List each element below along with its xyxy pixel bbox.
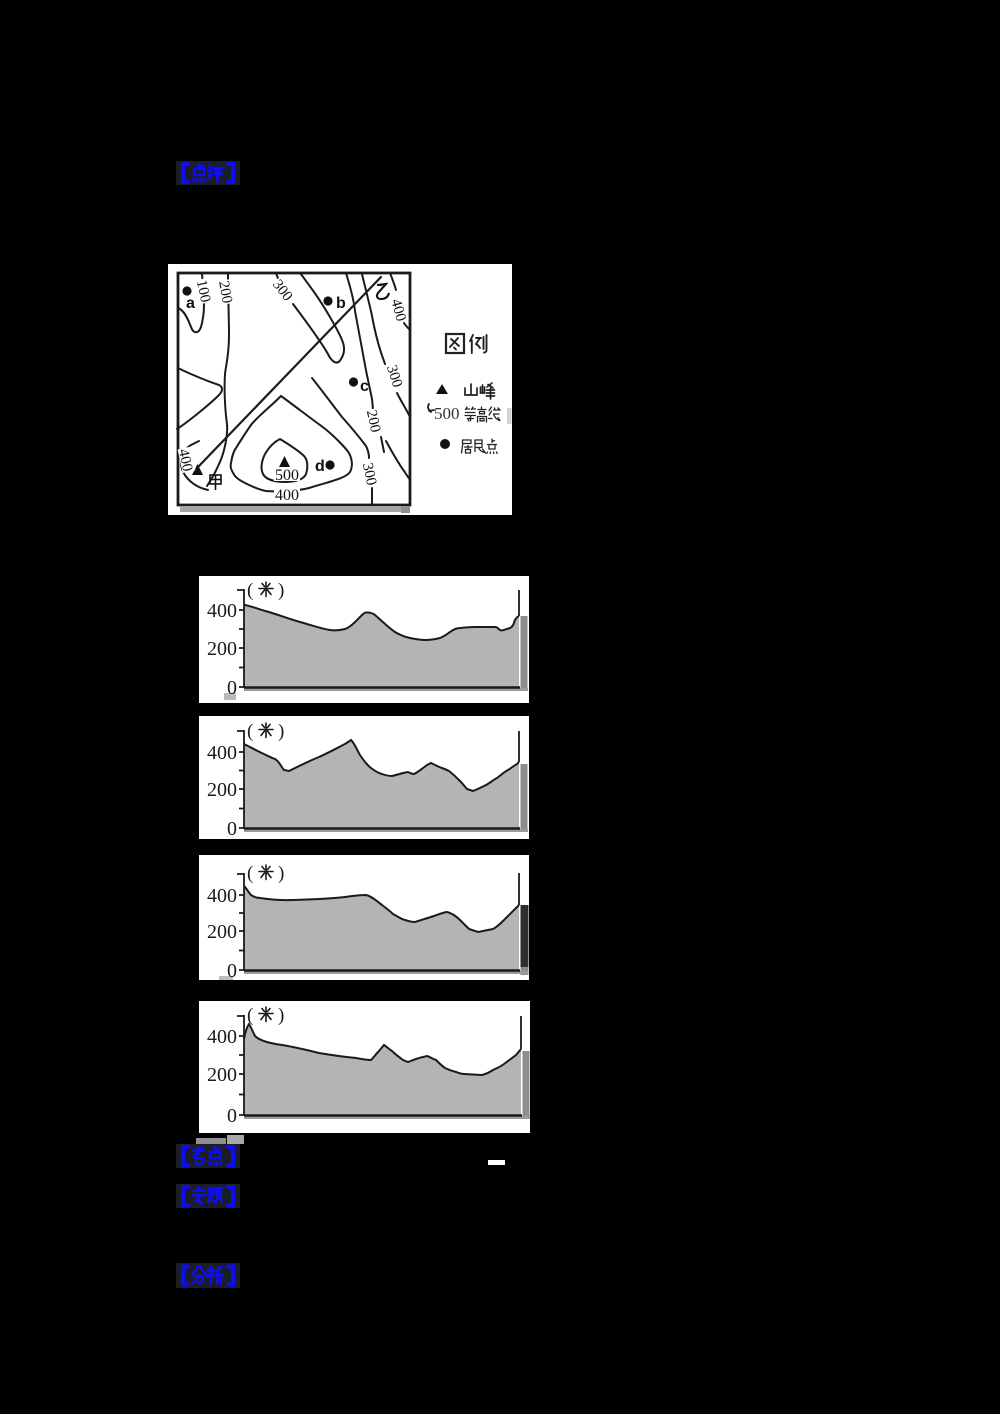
svg-text:d: d xyxy=(315,458,325,475)
svg-text:(: ( xyxy=(247,863,253,884)
svg-text:400: 400 xyxy=(207,885,237,907)
svg-text:400: 400 xyxy=(207,1026,237,1048)
svg-text:): ) xyxy=(278,721,284,742)
svg-text:300: 300 xyxy=(269,277,295,305)
svg-text:200: 200 xyxy=(207,779,237,801)
svg-text:(: ( xyxy=(247,1005,253,1026)
svg-text:c: c xyxy=(360,378,369,395)
svg-text:0: 0 xyxy=(227,1105,237,1127)
svg-text:500: 500 xyxy=(275,467,299,484)
svg-text:200: 200 xyxy=(363,409,383,434)
svg-text:): ) xyxy=(278,580,284,601)
svg-text:100: 100 xyxy=(193,279,213,304)
svg-text:200: 200 xyxy=(207,921,237,943)
svg-text:a: a xyxy=(186,295,195,312)
svg-text:400: 400 xyxy=(207,600,237,622)
svg-text:300: 300 xyxy=(383,363,405,389)
svg-text:400: 400 xyxy=(207,742,237,764)
svg-text:400: 400 xyxy=(275,487,299,504)
svg-text:0: 0 xyxy=(227,818,237,839)
svg-text:(: ( xyxy=(247,580,253,601)
svg-text:): ) xyxy=(278,863,284,884)
svg-text:0: 0 xyxy=(227,677,237,699)
svg-text:400: 400 xyxy=(387,297,408,323)
svg-text:200: 200 xyxy=(215,280,235,305)
svg-text:400: 400 xyxy=(175,448,195,473)
svg-text:): ) xyxy=(278,1005,284,1026)
svg-text:200: 200 xyxy=(207,638,237,660)
svg-text:500: 500 xyxy=(434,404,460,423)
svg-text:200: 200 xyxy=(207,1064,237,1086)
svg-text:300: 300 xyxy=(359,462,379,487)
svg-text:b: b xyxy=(336,295,346,312)
svg-text:(: ( xyxy=(247,721,253,742)
svg-text:0: 0 xyxy=(227,960,237,980)
